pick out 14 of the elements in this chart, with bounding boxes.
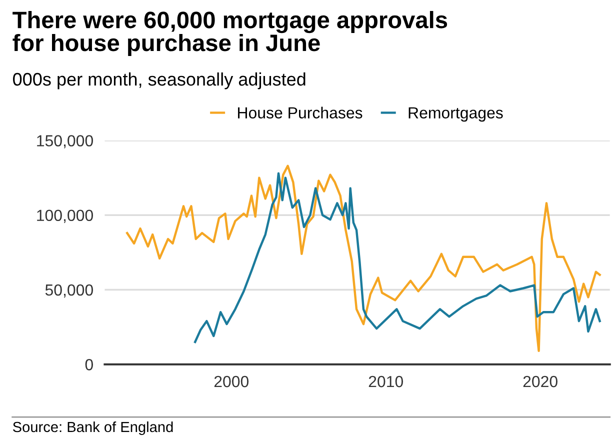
x-tick-label: 2020 — [523, 376, 558, 388]
y-tick-label: 150,000 — [37, 135, 93, 148]
chart-title: There were 60,000 mortgage approvals for house purchase in June — [12, 10, 448, 56]
legend-label: Remortgages — [408, 107, 503, 122]
line-series — [194, 172, 601, 344]
x-tick-label: 2010 — [368, 376, 403, 388]
y-tick-label: 50,000 — [45, 284, 93, 298]
chart-subtitle: 000s per month, seasonally adjusted — [13, 72, 306, 90]
y-tick-label: 0 — [85, 359, 93, 370]
y-tick-label: 100,000 — [37, 210, 93, 223]
line-series — [126, 164, 601, 352]
legend-label: House Purchases — [238, 106, 362, 118]
x-tick-label: 2000 — [214, 376, 249, 388]
source-note: Source: Bank of England — [12, 421, 173, 436]
